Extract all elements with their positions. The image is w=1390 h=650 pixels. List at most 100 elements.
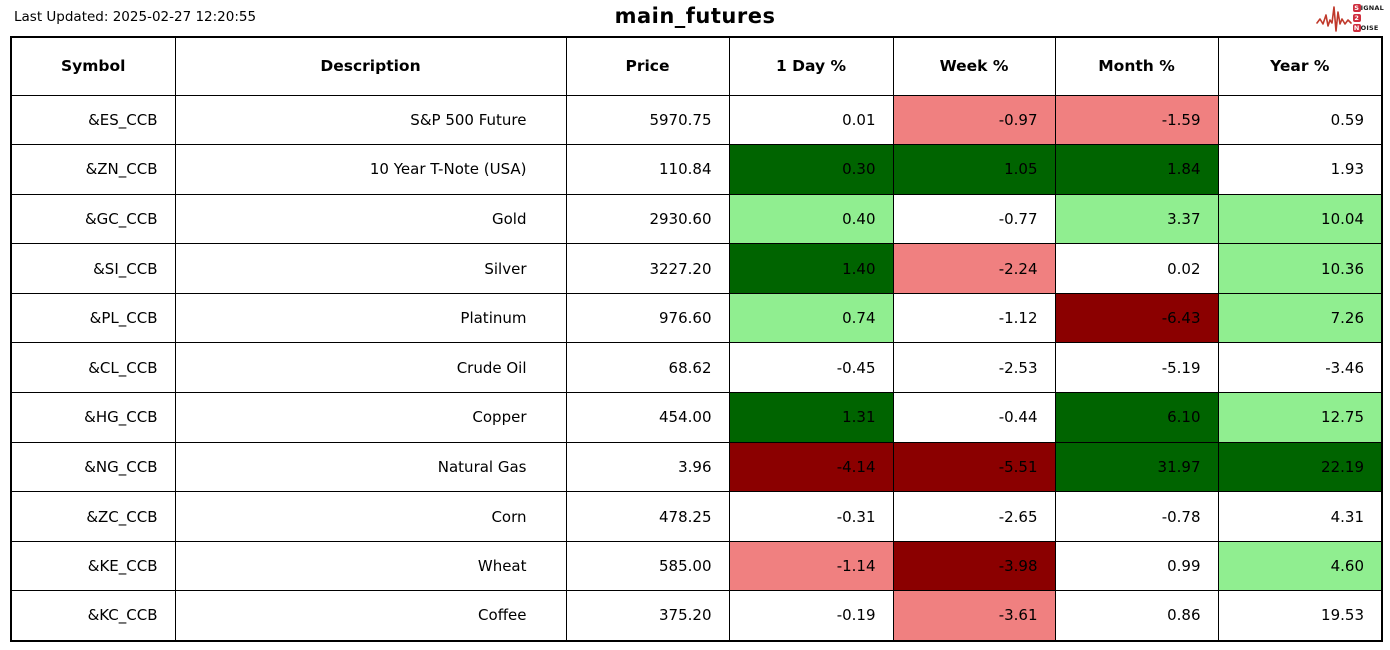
symbol-cell: &ZN_CCB: [10, 144, 176, 195]
month-pct-cell: 1.84: [1054, 144, 1219, 195]
symbol-cell: &ES_CCB: [10, 94, 176, 146]
description-cell: Wheat: [174, 540, 567, 592]
table-row: &KE_CCB Wheat 585.00 -1.14 -3.98 0.99 4.60: [10, 540, 1383, 592]
logo-badge-s: S: [1352, 3, 1361, 12]
week-pct-cell: -3.98: [892, 540, 1056, 592]
futures-table: Symbol Description Price 1 Day % Week % Month…: [10, 36, 1383, 642]
table-row: &PL_CCB Platinum 976.60 0.74 -1.12 -6.43 7.26: [10, 292, 1383, 344]
logo-badge-n: N: [1352, 23, 1361, 32]
symbol-cell: &NG_CCB: [10, 441, 176, 493]
price-cell: 454.00: [565, 392, 730, 443]
year-pct-cell: 10.36: [1217, 243, 1383, 294]
week-pct-cell: -3.61: [892, 590, 1056, 642]
last-updated-label: Last Updated: 2025-02-27 12:20:55: [14, 9, 257, 25]
price-cell: 585.00: [565, 540, 730, 592]
signal2noise-logo: S IGNAL 2 N OISE: [1315, 2, 1384, 34]
price-cell: 375.20: [565, 590, 730, 642]
logo-line-signal: S IGNAL: [1352, 3, 1384, 13]
year-pct-cell: 19.53: [1217, 590, 1383, 642]
column-header-day-pct: 1 Day %: [728, 36, 894, 96]
table-row: &HG_CCB Copper 454.00 1.31 -0.44 6.10 12.75: [10, 392, 1383, 443]
description-cell: Silver: [174, 243, 567, 294]
day-pct-cell: 1.31: [728, 392, 894, 443]
year-pct-cell: 22.19: [1217, 441, 1383, 493]
price-cell: 478.25: [565, 491, 730, 542]
logo-rest-oise: OISE: [1360, 23, 1379, 32]
day-pct-cell: 0.30: [728, 144, 894, 195]
week-pct-cell: -0.77: [892, 193, 1056, 245]
year-pct-cell: -3.46: [1217, 342, 1383, 394]
month-pct-cell: 0.86: [1054, 590, 1219, 642]
futures-table-body: &ES_CCB S&P 500 Future 5970.75 0.01 -0.97 -1.…: [10, 94, 1383, 642]
table-row: &GC_CCB Gold 2930.60 0.40 -0.77 3.37 10.04: [10, 193, 1383, 245]
week-pct-cell: 1.05: [892, 144, 1056, 195]
column-header-symbol: Symbol: [10, 36, 176, 96]
day-pct-cell: 0.40: [728, 193, 894, 245]
table-row: &ZN_CCB 10 Year T-Note (USA) 110.84 0.30 1.0…: [10, 144, 1383, 195]
description-cell: Corn: [174, 491, 567, 542]
year-pct-cell: 10.04: [1217, 193, 1383, 245]
year-pct-cell: 12.75: [1217, 392, 1383, 443]
week-pct-cell: -2.65: [892, 491, 1056, 542]
month-pct-cell: 0.99: [1054, 540, 1219, 592]
column-header-price: Price: [565, 36, 730, 96]
symbol-cell: &CL_CCB: [10, 342, 176, 394]
price-cell: 976.60: [565, 292, 730, 344]
day-pct-cell: 0.01: [728, 94, 894, 146]
year-pct-cell: 0.59: [1217, 94, 1383, 146]
price-cell: 110.84: [565, 144, 730, 195]
symbol-cell: &SI_CCB: [10, 243, 176, 294]
table-row: &NG_CCB Natural Gas 3.96 -4.14 -5.51 31.97 22.…: [10, 441, 1383, 493]
description-cell: Copper: [174, 392, 567, 443]
price-cell: 68.62: [565, 342, 730, 394]
day-pct-cell: -0.19: [728, 590, 894, 642]
logo-badge-2: 2: [1352, 13, 1361, 22]
page-title: main_futures: [614, 4, 776, 28]
symbol-cell: &ZC_CCB: [10, 491, 176, 542]
column-header-description: Description: [174, 36, 567, 96]
month-pct-cell: 0.02: [1054, 243, 1219, 294]
week-pct-cell: -5.51: [892, 441, 1056, 493]
month-pct-cell: 31.97: [1054, 441, 1219, 493]
column-header-week-pct: Week %: [892, 36, 1056, 96]
symbol-cell: &KE_CCB: [10, 540, 176, 592]
year-pct-cell: 4.60: [1217, 540, 1383, 592]
waveform-icon: [1315, 6, 1352, 32]
day-pct-cell: -4.14: [728, 441, 894, 493]
year-pct-cell: 1.93: [1217, 144, 1383, 195]
day-pct-cell: -0.45: [728, 342, 894, 394]
logo-text: S IGNAL 2 N OISE: [1352, 3, 1384, 33]
year-pct-cell: 7.26: [1217, 292, 1383, 344]
description-cell: Crude Oil: [174, 342, 567, 394]
logo-rest-ignal: IGNAL: [1360, 3, 1384, 12]
month-pct-cell: -0.78: [1054, 491, 1219, 542]
table-row: &KC_CCB Coffee 375.20 -0.19 -3.61 0.86 19.53: [10, 590, 1383, 642]
logo-line-noise: N OISE: [1352, 23, 1384, 33]
year-pct-cell: 4.31: [1217, 491, 1383, 542]
week-pct-cell: -2.24: [892, 243, 1056, 294]
description-cell: Natural Gas: [174, 441, 567, 493]
logo-line-2: 2: [1352, 13, 1384, 23]
price-cell: 5970.75: [565, 94, 730, 146]
month-pct-cell: -6.43: [1054, 292, 1219, 344]
month-pct-cell: 3.37: [1054, 193, 1219, 245]
month-pct-cell: 6.10: [1054, 392, 1219, 443]
week-pct-cell: -1.12: [892, 292, 1056, 344]
price-cell: 3227.20: [565, 243, 730, 294]
description-cell: 10 Year T-Note (USA): [174, 144, 567, 195]
symbol-cell: &HG_CCB: [10, 392, 176, 443]
symbol-cell: &KC_CCB: [10, 590, 176, 642]
week-pct-cell: -2.53: [892, 342, 1056, 394]
table-row: &ES_CCB S&P 500 Future 5970.75 0.01 -0.97 -1.…: [10, 94, 1383, 146]
description-cell: Coffee: [174, 590, 567, 642]
day-pct-cell: -1.14: [728, 540, 894, 592]
price-cell: 2930.60: [565, 193, 730, 245]
column-header-month-pct: Month %: [1054, 36, 1219, 96]
symbol-cell: &GC_CCB: [10, 193, 176, 245]
table-row: &CL_CCB Crude Oil 68.62 -0.45 -2.53 -5.19 -3.4…: [10, 342, 1383, 394]
symbol-cell: &PL_CCB: [10, 292, 176, 344]
column-header-year-pct: Year %: [1217, 36, 1383, 96]
day-pct-cell: 0.74: [728, 292, 894, 344]
table-header-row: Symbol Description Price 1 Day % Week % Month…: [10, 36, 1383, 96]
description-cell: Platinum: [174, 292, 567, 344]
